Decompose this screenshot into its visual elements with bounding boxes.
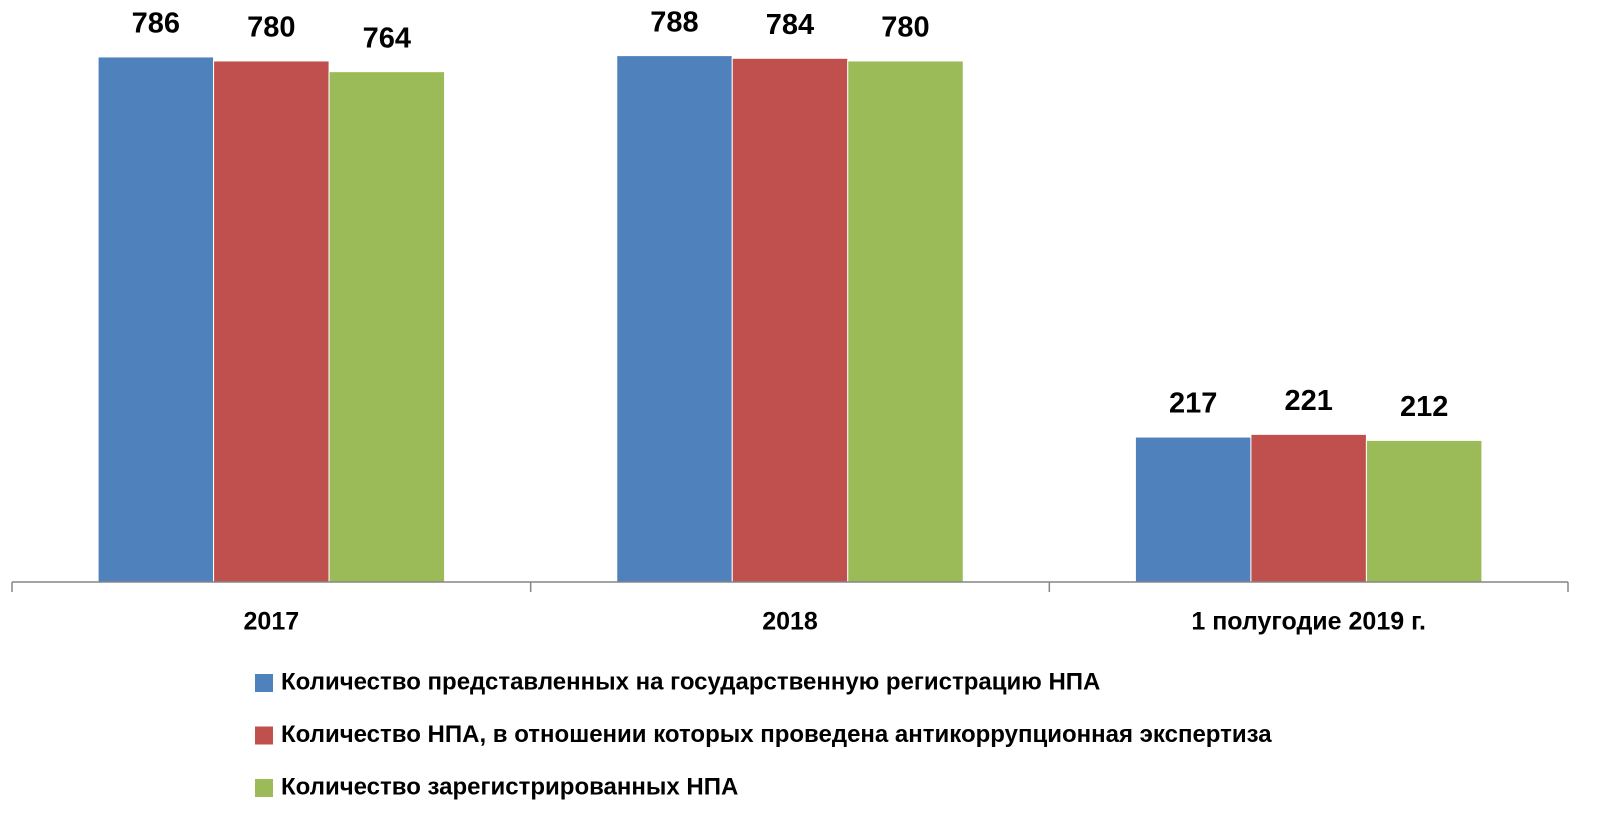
legend-swatch — [255, 674, 273, 692]
legend-label: Количество НПА, в отношении которых пров… — [281, 721, 1272, 748]
data-label: 780 — [881, 12, 929, 44]
data-label: 784 — [766, 9, 814, 41]
data-label: 212 — [1400, 391, 1448, 423]
data-label: 764 — [363, 22, 411, 54]
legend-swatch — [255, 726, 273, 745]
x-tick-label: 2018 — [762, 608, 818, 636]
legend-label: Количество представленных на государстве… — [281, 668, 1100, 695]
legend-swatch — [255, 779, 273, 797]
x-tick-label: 1 полугодие 2019 г. — [1191, 608, 1426, 636]
data-label: 217 — [1169, 388, 1217, 420]
bar — [97, 56, 215, 583]
data-label: 788 — [650, 6, 698, 38]
bar — [731, 57, 849, 583]
legend-label: Количество зарегистрированных НПА — [281, 773, 738, 800]
bar — [847, 60, 964, 583]
data-label: 780 — [247, 12, 295, 44]
bar — [1365, 439, 1483, 583]
x-tick-label: 2017 — [244, 608, 300, 636]
data-label: 221 — [1284, 385, 1332, 417]
bar — [328, 71, 446, 583]
bar — [616, 55, 733, 583]
bar — [213, 60, 330, 583]
bar — [1250, 433, 1367, 583]
data-label: 786 — [132, 8, 180, 40]
bar — [1134, 436, 1252, 583]
